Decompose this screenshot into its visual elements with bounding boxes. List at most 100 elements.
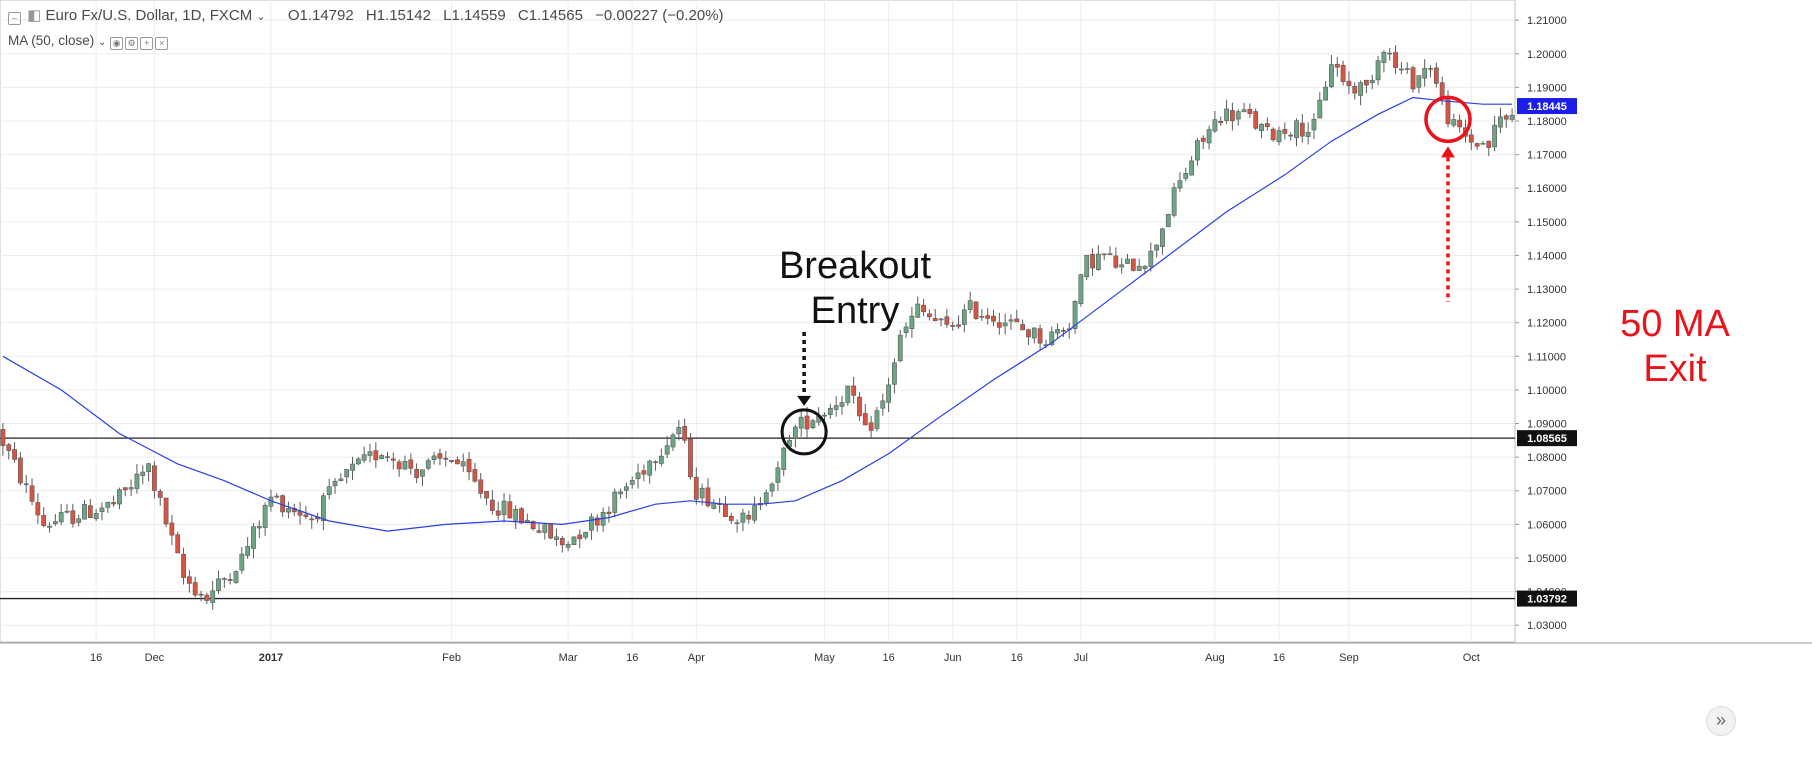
candle-down [122,487,128,491]
candle-down [489,499,495,511]
candle-down [1130,258,1136,271]
candle-up [1358,82,1363,96]
candle-down [1218,120,1224,124]
candle-down [868,422,874,431]
candle-up [361,454,367,461]
candle-up [1195,140,1200,161]
price-tag-box [1517,98,1577,115]
candle-up [623,486,629,491]
candle-up [653,461,658,464]
candle-up [1148,250,1154,267]
candle-up [76,518,82,523]
close-icon[interactable]: × [155,37,169,50]
price-axis[interactable]: 1.030001.040001.050001.060001.070001.080… [1527,15,1567,632]
candle-up [647,460,653,476]
x-tick-label: 16 [90,652,102,664]
indicator-title[interactable]: MA (50, close) [8,33,95,48]
time-axis[interactable]: 16 Dec 2017 Feb Mar 16 Apr May 16 Jun 16 Jul Aug 16 Se… [90,652,1480,664]
open-value: O1.14792 [287,7,354,24]
candle-up [1171,187,1177,216]
candle-down [1253,111,1259,129]
candle-down [1229,110,1235,122]
price-tag-label: 1.18445 [1527,101,1567,113]
candle-down [921,304,926,313]
candle-up [967,300,973,310]
candle-up [1072,301,1078,329]
candle-down [1410,67,1416,90]
price-tag-box [1517,430,1577,447]
candle-down [1445,99,1451,125]
gear-icon[interactable]: ⚙ [125,37,139,50]
candle-down [274,495,280,498]
candle-down [414,468,420,478]
y-tick-label: 1.19000 [1527,82,1567,94]
candle-up [979,316,985,318]
candle-up [909,315,915,330]
candle-up [781,447,787,470]
x-tick-label: May [814,652,835,664]
candle-up [763,492,769,504]
horizontal-lines[interactable] [0,437,1515,600]
symbol-title[interactable]: Euro Fx/U.S. Dollar, 1D, FXCM [45,7,253,24]
chevron-down-icon[interactable]: ⌄ [98,37,107,48]
candle-up [1031,327,1037,339]
candle-up [501,500,507,515]
candle-down [530,521,536,530]
candle-up [251,526,256,549]
symbol-header: – ◧ Euro Fx/U.S. Dollar, 1D, FXCM ⌄ O1.1… [8,6,732,25]
candle-down [1270,128,1276,141]
candle-up [915,303,921,318]
candle-up [1294,120,1299,139]
candle-up [1078,274,1084,304]
candle-up [874,410,880,429]
candle-up [367,451,373,456]
candle-down [1282,128,1288,134]
candle-up [513,509,519,521]
candle-up [1259,123,1264,131]
candle-down [862,413,868,426]
candle-up [1055,329,1060,334]
scroll-to-realtime-button[interactable]: » [1706,706,1736,736]
candle-up [1142,265,1148,269]
candle-down [728,515,734,521]
candle-up [1387,52,1393,55]
candle-up [1241,109,1247,113]
candle-down [973,301,979,319]
eye-icon[interactable]: ◉ [110,37,124,50]
plus-icon[interactable]: + [140,37,154,50]
candle-up [845,385,851,403]
candle-up [612,491,618,513]
candle-up [58,512,64,523]
candle-up [460,461,466,467]
candle-down [309,518,315,521]
candle-up [589,516,594,531]
candle-down [1393,52,1398,68]
candle-down [198,593,204,596]
candle-down [1299,122,1305,137]
indicator-header: MA (50, close) ⌄ ◉ ⚙ + × [8,33,170,50]
candle-down [1200,137,1206,142]
candle-down [466,458,472,473]
candle-down [944,316,950,325]
candle-up [1323,86,1329,101]
candle-down [507,501,513,519]
candle-up [1101,253,1107,256]
collapse-icon[interactable]: – [8,12,21,25]
candle-down [373,450,379,461]
candle-up [1183,173,1189,179]
candle-down [594,517,600,526]
candle-up [1107,253,1113,255]
candle-down [641,470,647,475]
candle-up [1095,253,1101,271]
candle-down [991,315,996,322]
candle-down [1014,318,1020,323]
candle-down [723,504,728,517]
candle-up [1398,68,1404,71]
y-tick-label: 1.09000 [1527,419,1567,431]
candle-down [472,469,478,482]
chevron-down-icon[interactable]: ⌄ [256,11,266,23]
candle-down [111,502,117,505]
candle-up [326,486,332,495]
candle-up [798,416,804,429]
